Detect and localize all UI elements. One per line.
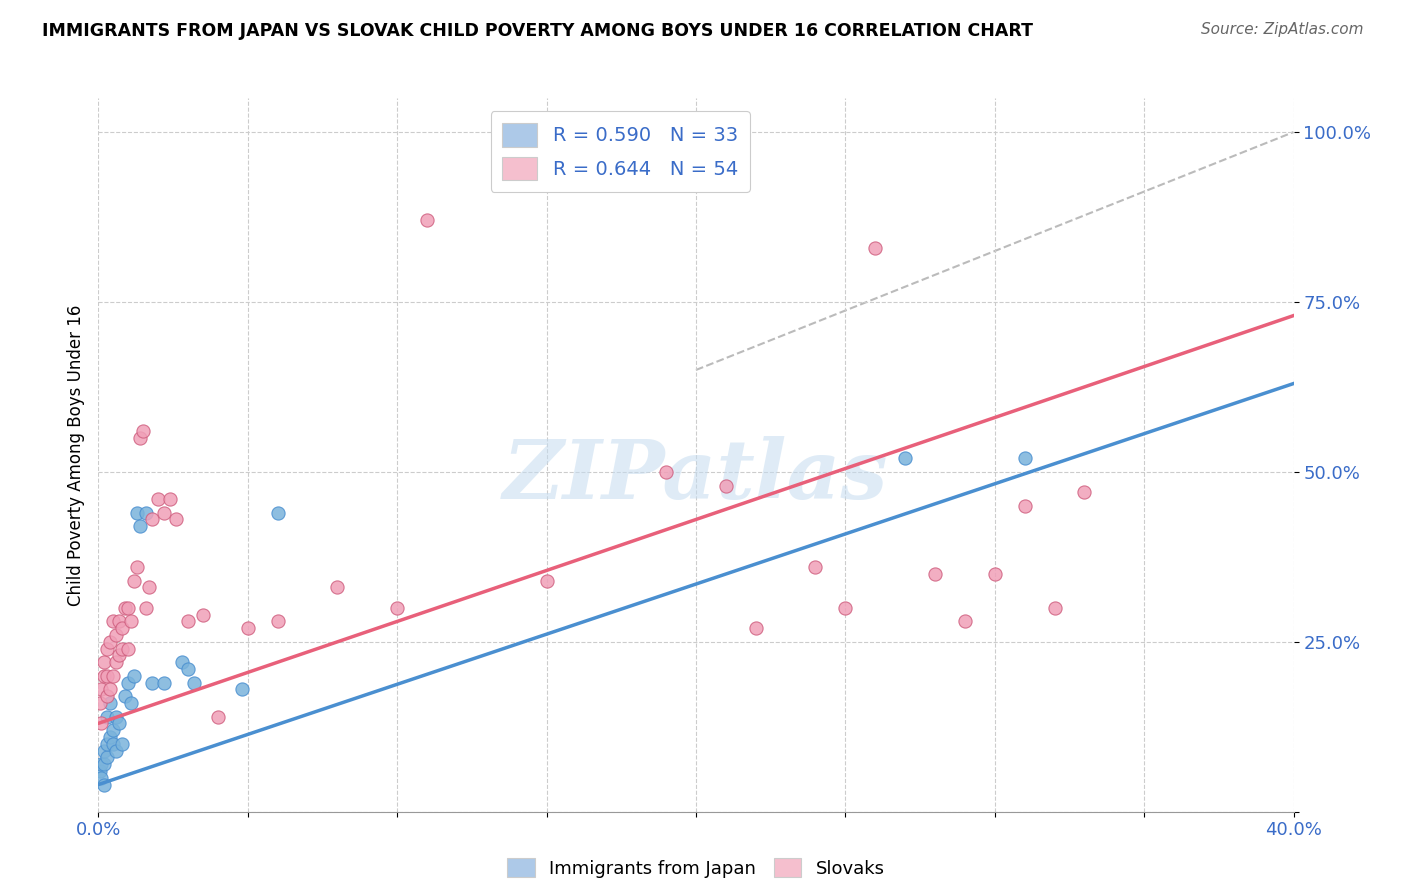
Point <box>191 607 214 622</box>
Point <box>117 641 139 656</box>
Point <box>103 737 125 751</box>
Point <box>93 757 115 772</box>
Point <box>98 682 122 697</box>
Point <box>89 696 111 710</box>
Point <box>114 689 136 703</box>
Point <box>105 709 128 723</box>
Point <box>236 621 259 635</box>
Point <box>153 506 176 520</box>
Point <box>135 600 157 615</box>
Point <box>103 723 125 738</box>
Text: ZIPatlas: ZIPatlas <box>503 436 889 516</box>
Point <box>804 560 827 574</box>
Text: Source: ZipAtlas.com: Source: ZipAtlas.com <box>1201 22 1364 37</box>
Point <box>111 641 134 656</box>
Point <box>105 743 128 757</box>
Point <box>183 675 205 690</box>
Point <box>416 213 439 227</box>
Point <box>93 743 115 757</box>
Point <box>207 709 229 723</box>
Point <box>96 709 118 723</box>
Point <box>924 566 946 581</box>
Point <box>93 669 115 683</box>
Point <box>103 615 125 629</box>
Point <box>124 574 146 588</box>
Point <box>177 615 200 629</box>
Point <box>231 682 253 697</box>
Point <box>953 615 976 629</box>
Point <box>159 492 181 507</box>
Point <box>127 506 149 520</box>
Point <box>153 675 176 690</box>
Point <box>326 581 349 595</box>
Point <box>103 669 125 683</box>
Point <box>267 615 290 629</box>
Point <box>536 574 558 588</box>
Point <box>108 648 131 663</box>
Point <box>655 465 678 479</box>
Point <box>124 669 146 683</box>
Point <box>148 492 170 507</box>
Point <box>96 669 118 683</box>
Point <box>894 451 917 466</box>
Point <box>1043 600 1066 615</box>
Point <box>120 696 142 710</box>
Point <box>96 750 118 764</box>
Point <box>834 600 856 615</box>
Text: IMMIGRANTS FROM JAPAN VS SLOVAK CHILD POVERTY AMONG BOYS UNDER 16 CORRELATION CH: IMMIGRANTS FROM JAPAN VS SLOVAK CHILD PO… <box>42 22 1033 40</box>
Point <box>90 757 112 772</box>
Point <box>117 675 139 690</box>
Point <box>93 655 115 669</box>
Point <box>96 737 118 751</box>
Point <box>96 641 118 656</box>
Point <box>385 600 409 615</box>
Point <box>93 778 115 792</box>
Point <box>120 615 142 629</box>
Point <box>90 716 112 731</box>
Point <box>177 662 200 676</box>
Point <box>141 675 163 690</box>
Point <box>90 771 112 785</box>
Point <box>1073 485 1095 500</box>
Point <box>135 506 157 520</box>
Point <box>108 615 131 629</box>
Point <box>865 241 887 255</box>
Point <box>127 560 149 574</box>
Point <box>745 621 768 635</box>
Point <box>105 655 128 669</box>
Point <box>983 566 1005 581</box>
Point <box>111 737 134 751</box>
Point <box>98 635 122 649</box>
Point <box>114 600 136 615</box>
Point <box>129 519 152 533</box>
Point <box>714 478 737 492</box>
Point <box>96 689 118 703</box>
Point <box>172 655 194 669</box>
Point <box>1014 451 1036 466</box>
Y-axis label: Child Poverty Among Boys Under 16: Child Poverty Among Boys Under 16 <box>66 304 84 606</box>
Point <box>141 512 163 526</box>
Legend: Immigrants from Japan, Slovaks: Immigrants from Japan, Slovaks <box>501 851 891 885</box>
Point <box>90 682 112 697</box>
Point <box>1014 499 1036 513</box>
Point <box>108 716 131 731</box>
Point <box>267 506 290 520</box>
Point <box>98 696 122 710</box>
Point <box>98 730 122 744</box>
Point <box>138 581 160 595</box>
Point <box>111 621 134 635</box>
Point <box>129 431 152 445</box>
Point <box>165 512 187 526</box>
Point <box>132 424 155 438</box>
Point <box>117 600 139 615</box>
Point <box>105 628 128 642</box>
Point <box>89 764 111 778</box>
